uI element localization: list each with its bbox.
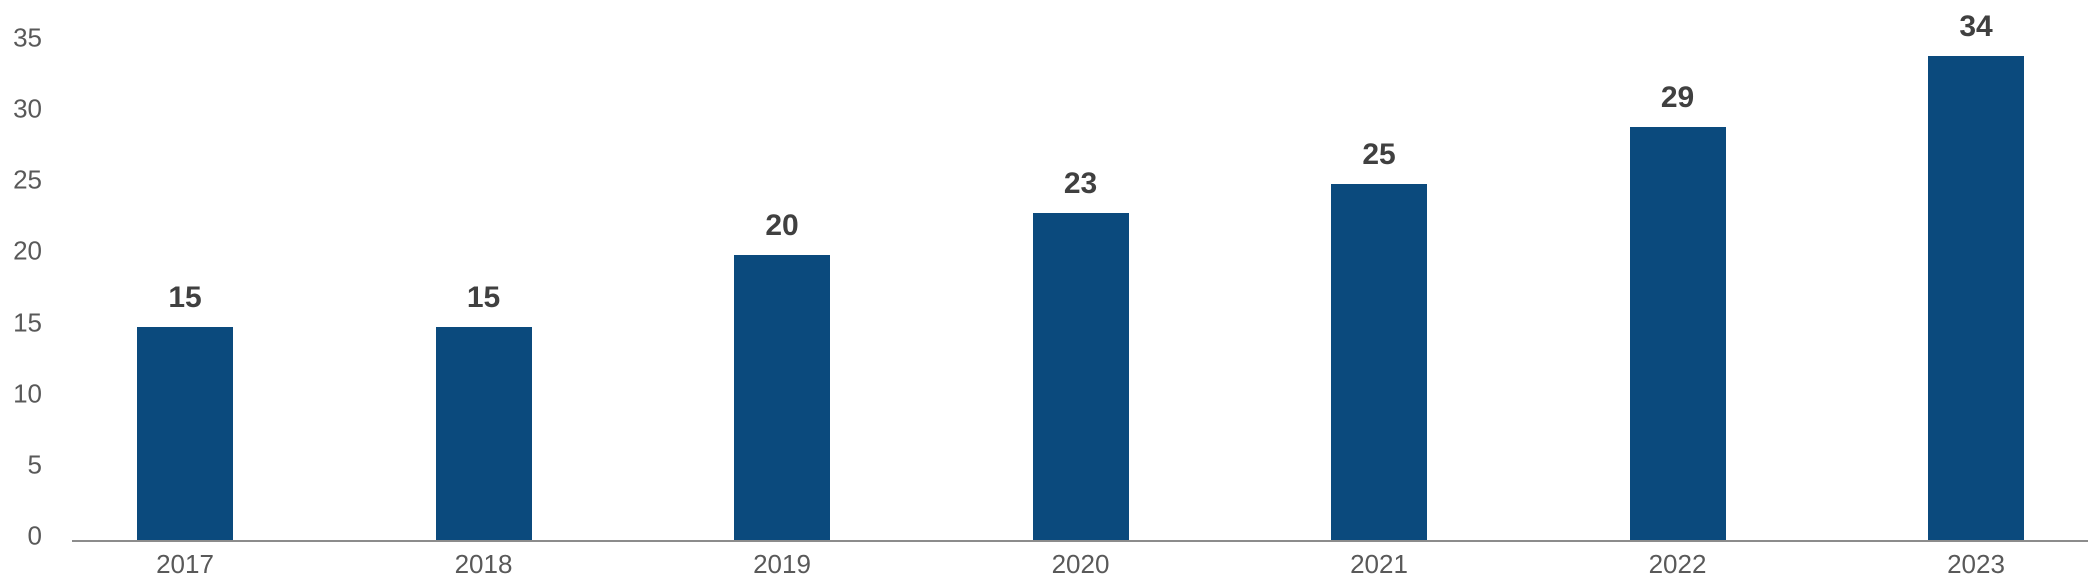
y-tick-label: 20 (13, 235, 42, 266)
x-tick-label: 2023 (1947, 549, 2005, 579)
y-tick-label: 30 (13, 93, 42, 124)
x-tick-label: 2017 (156, 549, 214, 579)
x-tick-label: 2021 (1350, 549, 1408, 579)
y-tick-label: 0 (27, 520, 42, 551)
y-tick-label: 10 (13, 378, 42, 409)
y-tick-label: 35 (13, 22, 42, 53)
bar (435, 326, 532, 540)
x-tick-label: 2022 (1648, 549, 1707, 579)
bar-value-label: 20 (765, 209, 799, 243)
bar-value-label: 25 (1362, 138, 1396, 172)
x-axis-line (72, 540, 2088, 542)
y-tick-label: 5 (27, 449, 42, 480)
bar (1331, 184, 1427, 540)
y-tick-label: 15 (13, 307, 42, 338)
bar-value-label: 15 (168, 280, 202, 314)
bar-value-label: 15 (466, 280, 501, 314)
x-tick-label: 2019 (753, 549, 811, 579)
bar-value-label: 23 (1063, 166, 1098, 200)
x-tick-label: 2020 (1051, 549, 1110, 579)
bar (734, 255, 830, 540)
bar (1629, 127, 1726, 540)
bar-value-label: 34 (1959, 10, 1993, 44)
bar-value-label: 29 (1660, 81, 1695, 115)
y-tick-label: 25 (13, 164, 42, 195)
x-tick-label: 2018 (454, 549, 513, 579)
bar (137, 326, 233, 540)
bar (1032, 212, 1129, 540)
bar (1928, 56, 2024, 540)
